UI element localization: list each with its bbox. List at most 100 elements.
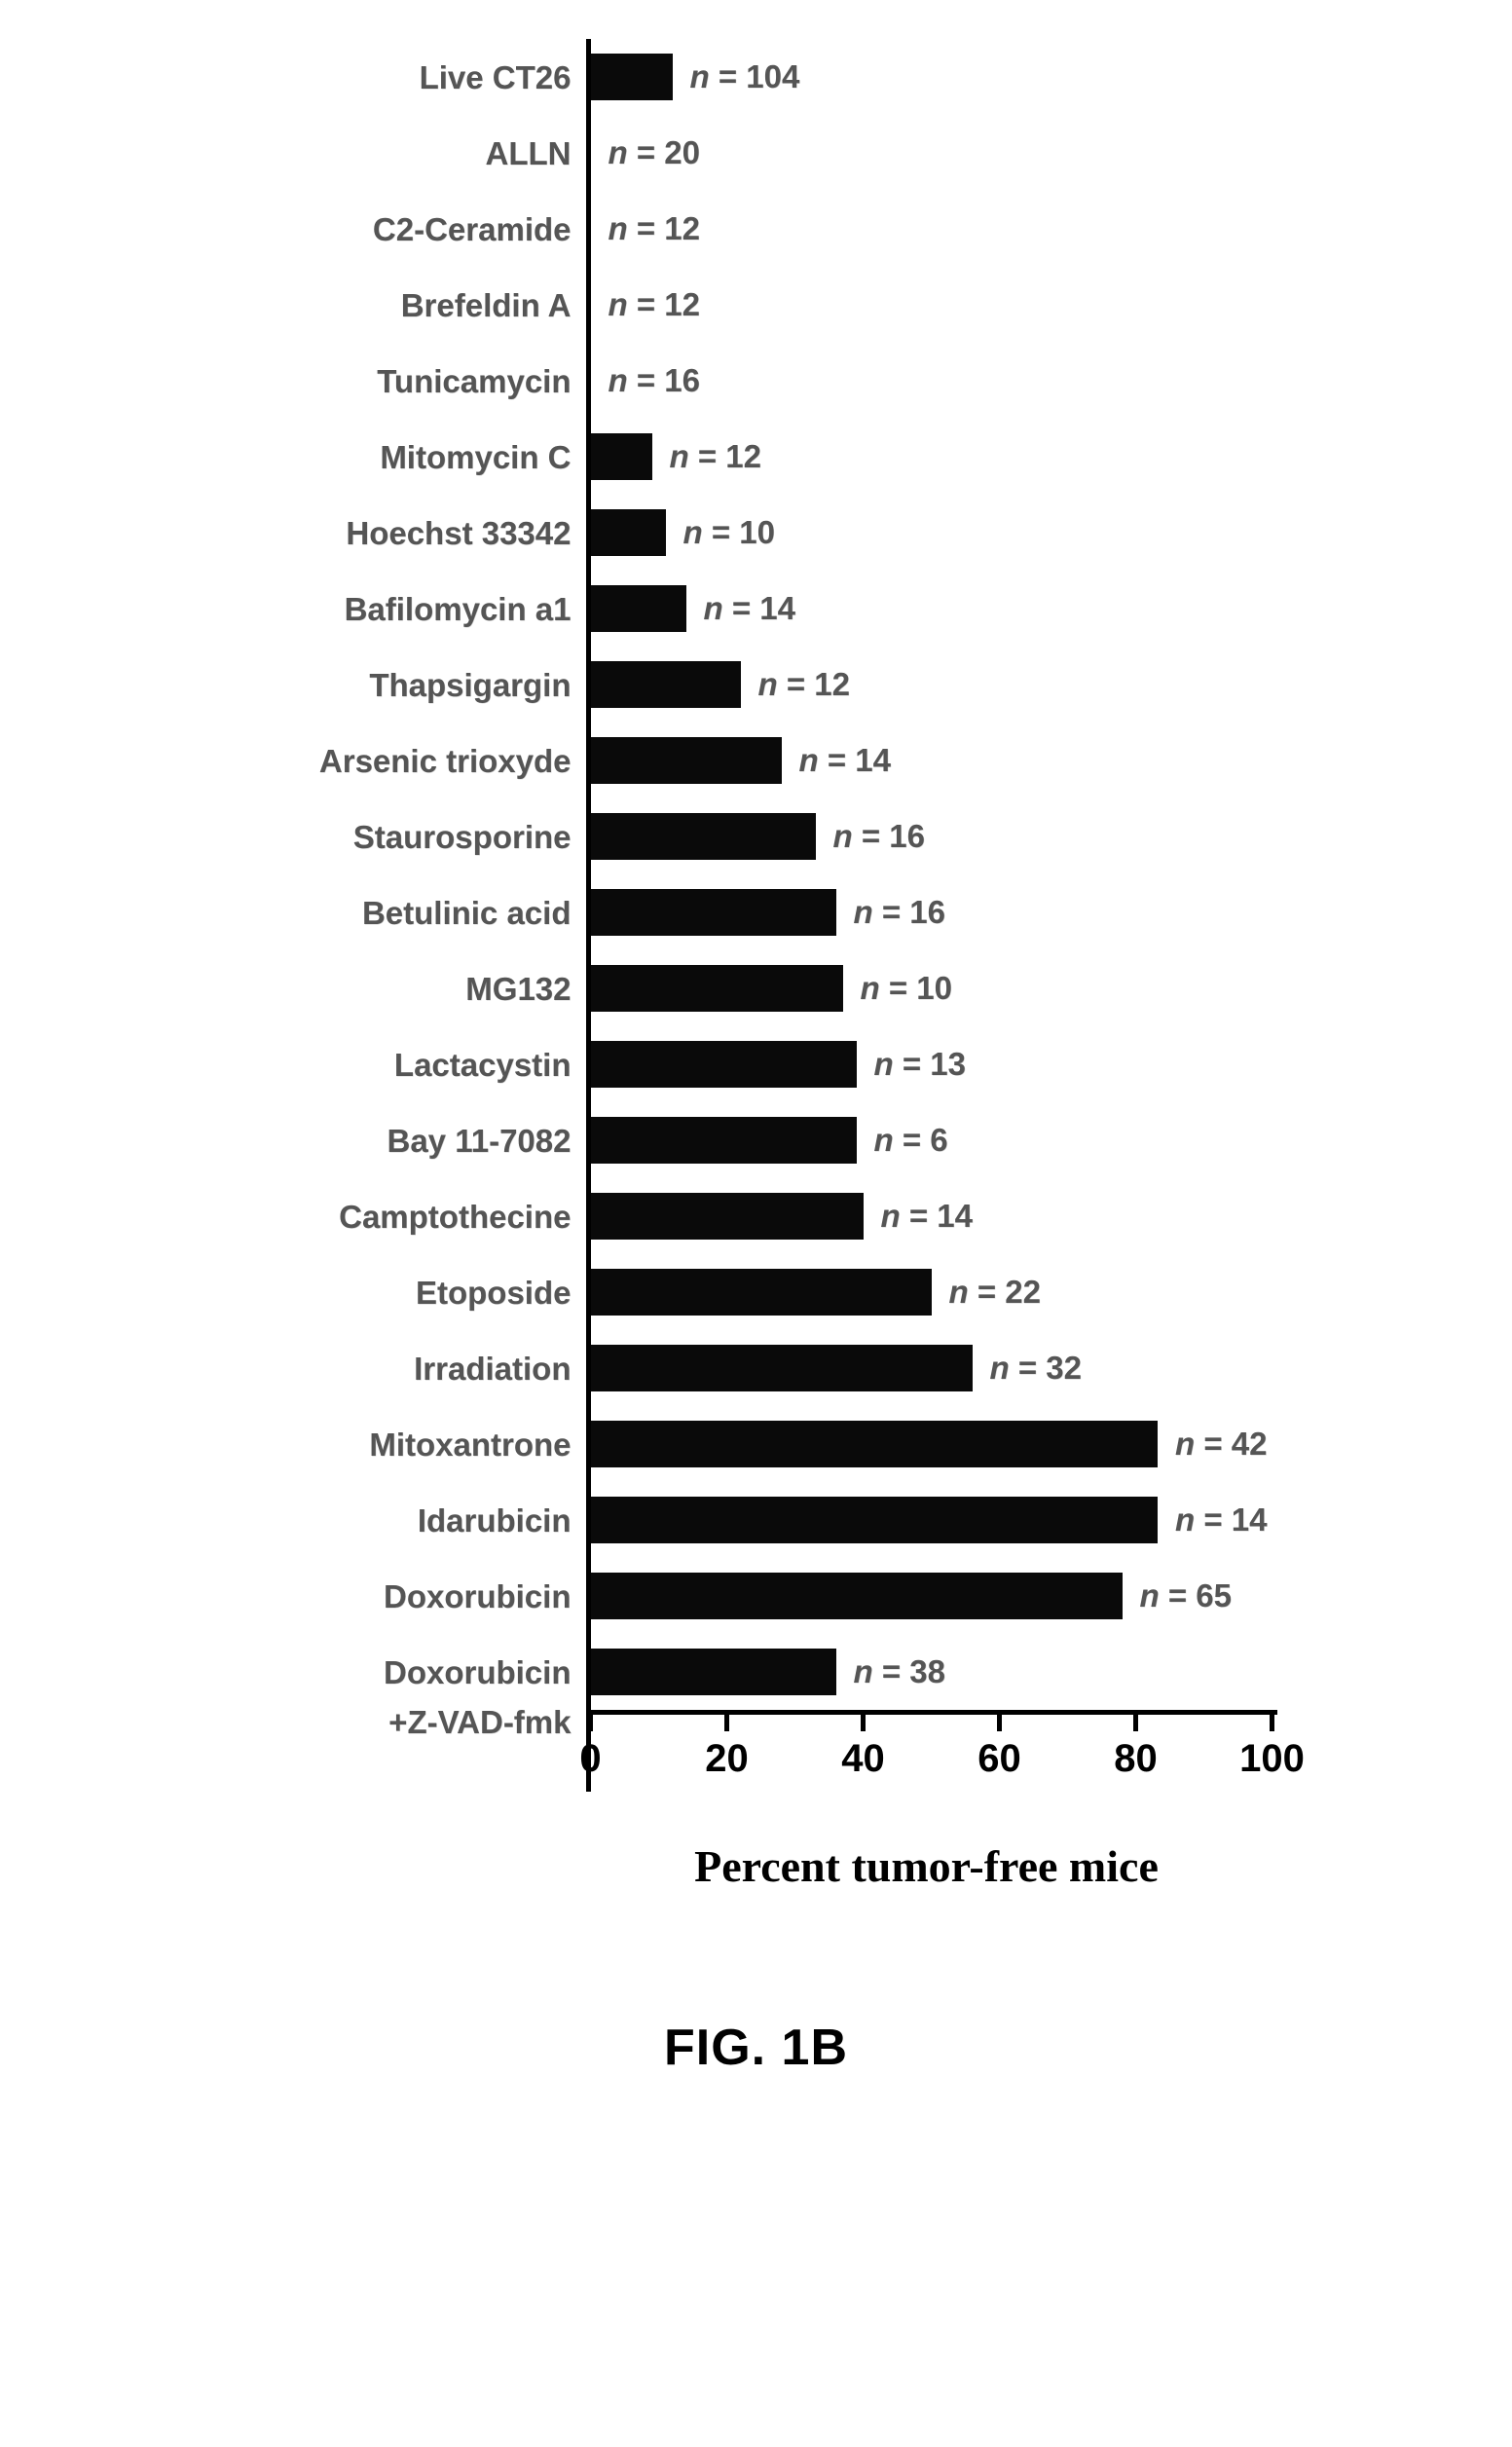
bar	[591, 1041, 857, 1088]
chart-row: Hoechst 33342n = 10	[245, 495, 1268, 571]
bar	[591, 1649, 836, 1695]
x-tick-label: 60	[977, 1737, 1021, 1781]
bar	[591, 1117, 857, 1164]
bar-area: n = 20	[586, 115, 1268, 191]
figure-caption: FIG. 1B	[245, 2019, 1268, 2077]
chart-row: Brefeldin An = 12	[245, 267, 1268, 343]
x-tick-label: 0	[579, 1737, 601, 1781]
chart-row: Bafilomycin a1n = 14	[245, 571, 1268, 647]
x-tick-label: 20	[705, 1737, 749, 1781]
bar-area: n = 14	[586, 1178, 1268, 1254]
bar	[591, 509, 666, 556]
bar-area: n = 10	[586, 495, 1268, 571]
x-tick-labels: 020406080100	[591, 1737, 1268, 1792]
category-label: Doxorubicin	[245, 1656, 586, 1688]
bar	[591, 737, 782, 784]
category-label: MG132	[245, 973, 586, 1005]
n-label: n = 14	[799, 742, 892, 779]
bar-area: n = 16	[586, 874, 1268, 950]
category-label: Tunicamycin	[245, 365, 586, 397]
category-label: Arsenic trioxyde	[245, 745, 586, 777]
bar	[591, 1421, 1159, 1467]
n-label: n = 12	[608, 210, 701, 247]
bar	[591, 1345, 973, 1391]
category-label: ALLN	[245, 137, 586, 169]
n-label: n = 6	[874, 1122, 948, 1159]
chart-row: Thapsigarginn = 12	[245, 647, 1268, 723]
n-label: n = 12	[758, 666, 851, 703]
x-tick	[997, 1710, 1002, 1731]
category-label: Bay 11-7082	[245, 1125, 586, 1157]
n-label: n = 38	[854, 1653, 946, 1690]
x-tick-label: 100	[1239, 1737, 1305, 1781]
bar-area: n = 22	[586, 1254, 1268, 1330]
figure-wrapper: Live CT26n = 104ALLNn = 20C2-Ceramiden =…	[245, 39, 1268, 2077]
x-tick	[724, 1710, 729, 1731]
bar	[591, 433, 652, 480]
chart-row: MG132 n = 10	[245, 950, 1268, 1026]
x-axis: 020406080100	[586, 1710, 1268, 1792]
bar-chart: Live CT26n = 104ALLNn = 20C2-Ceramiden =…	[245, 39, 1268, 1792]
category-label: Idarubicin	[245, 1504, 586, 1537]
category-label: Live CT26	[245, 61, 586, 93]
chart-row: ALLN n = 20	[245, 115, 1268, 191]
bar	[591, 54, 673, 100]
chart-row: Etoposide n = 22	[245, 1254, 1268, 1330]
chart-row: Betulinic acid n = 16	[245, 874, 1268, 950]
n-label: n = 65	[1140, 1577, 1233, 1614]
x-axis-title: Percent tumor-free mice	[586, 1840, 1268, 1892]
chart-row: Irradiation n = 32	[245, 1330, 1268, 1406]
bar-area: n = 38	[586, 1634, 1268, 1710]
category-label: Betulinic acid	[245, 897, 586, 929]
x-tick	[1133, 1710, 1138, 1731]
chart-row: Doxorubicin n = 65	[245, 1558, 1268, 1634]
chart-row: Idarubicinn = 14	[245, 1482, 1268, 1558]
bar	[591, 1193, 864, 1240]
chart-row: Live CT26n = 104	[245, 39, 1268, 115]
category-label: Irradiation	[245, 1353, 586, 1385]
bar	[591, 889, 836, 936]
bar-area: n = 14	[586, 723, 1268, 798]
n-label: n = 22	[949, 1274, 1042, 1311]
n-label: n = 14	[704, 590, 796, 627]
x-tick	[861, 1710, 866, 1731]
bar	[591, 1497, 1159, 1543]
category-label: C2-Ceramide	[245, 213, 586, 245]
bar-area: n = 10	[586, 950, 1268, 1026]
bar	[591, 661, 741, 708]
x-tick-label: 80	[1114, 1737, 1158, 1781]
bar-area: n = 12	[586, 419, 1268, 495]
n-label: n = 16	[854, 894, 946, 931]
chart-row: Mitomycin Cn = 12	[245, 419, 1268, 495]
x-tick	[588, 1710, 593, 1731]
chart-row: Lactacystinn = 13	[245, 1026, 1268, 1102]
bar-area: n = 14	[586, 571, 1268, 647]
category-label: Brefeldin A	[245, 289, 586, 321]
category-label: Lactacystin	[245, 1049, 586, 1081]
bar-area: n = 104	[586, 39, 1268, 115]
bar-area: n = 65	[586, 1558, 1268, 1634]
bar	[591, 585, 686, 632]
n-label: n = 20	[608, 134, 701, 171]
chart-row: Doxorubicin n = 38	[245, 1634, 1268, 1710]
bar-area: n = 14	[586, 1482, 1268, 1558]
bar-area: n = 12	[586, 647, 1268, 723]
category-label: Etoposide	[245, 1277, 586, 1309]
axis-spacer: +Z-VAD-fmk	[245, 1710, 586, 1792]
x-tick	[1270, 1710, 1274, 1731]
bar-area: n = 12	[586, 191, 1268, 267]
bar-area: n = 42	[586, 1406, 1268, 1482]
bar	[591, 1269, 932, 1316]
bar-area: n = 32	[586, 1330, 1268, 1406]
extra-bottom-label: +Z-VAD-fmk	[245, 1704, 572, 1741]
category-label: Doxorubicin	[245, 1580, 586, 1613]
bar-area: n = 13	[586, 1026, 1268, 1102]
n-label: n = 32	[990, 1350, 1083, 1387]
n-label: n = 42	[1175, 1426, 1268, 1463]
bar	[591, 1573, 1123, 1619]
category-label: Mitomycin C	[245, 441, 586, 473]
bar	[591, 813, 816, 860]
category-label: Staurosporine	[245, 821, 586, 853]
chart-row: Staurosporinen = 16	[245, 798, 1268, 874]
n-label: n = 10	[861, 970, 953, 1007]
